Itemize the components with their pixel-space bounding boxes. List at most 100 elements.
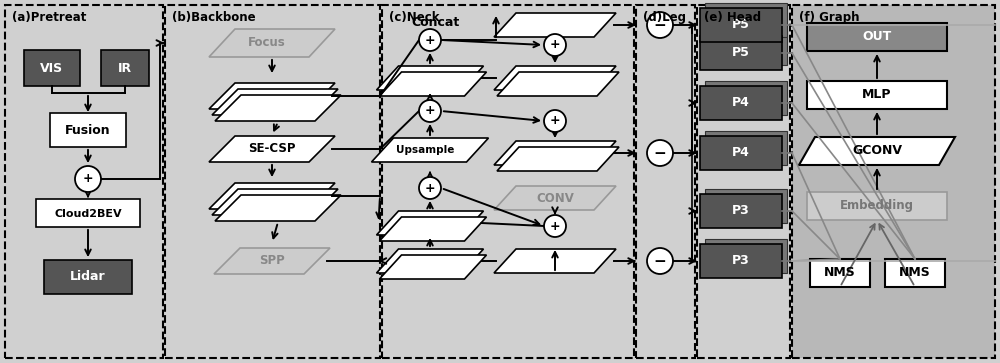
Text: IR: IR — [118, 61, 132, 74]
Bar — [36, 199, 140, 227]
Circle shape — [419, 100, 441, 122]
Text: MLP: MLP — [862, 89, 892, 102]
Bar — [807, 192, 947, 220]
Polygon shape — [209, 83, 335, 109]
Bar — [807, 23, 947, 51]
Polygon shape — [380, 255, 486, 279]
Bar — [44, 260, 132, 294]
Text: SE-CSP: SE-CSP — [248, 143, 296, 155]
Bar — [700, 244, 782, 278]
Text: +: + — [550, 114, 560, 127]
Bar — [101, 50, 149, 86]
Text: +: + — [550, 220, 560, 232]
Polygon shape — [799, 137, 955, 165]
Circle shape — [544, 34, 566, 56]
Text: −: − — [654, 253, 666, 269]
Text: SPP: SPP — [259, 254, 285, 268]
Text: −: − — [654, 146, 666, 160]
Text: +: + — [83, 172, 93, 185]
Text: +: + — [425, 33, 435, 46]
Polygon shape — [494, 66, 616, 90]
Circle shape — [75, 166, 101, 192]
Polygon shape — [494, 186, 616, 210]
Circle shape — [419, 177, 441, 199]
Bar — [697, 5, 790, 358]
Text: P5: P5 — [732, 46, 750, 60]
Text: (f) Graph: (f) Graph — [799, 11, 860, 24]
Polygon shape — [214, 248, 330, 274]
Text: +: + — [425, 105, 435, 118]
Text: (e) Head: (e) Head — [704, 11, 761, 24]
Polygon shape — [215, 95, 341, 121]
Polygon shape — [494, 249, 616, 273]
Bar — [810, 259, 870, 287]
Bar — [700, 86, 782, 120]
Polygon shape — [494, 13, 616, 37]
Text: P3: P3 — [732, 254, 750, 268]
Text: P3: P3 — [732, 204, 750, 217]
Bar — [705, 189, 787, 223]
Bar — [705, 131, 787, 165]
Bar — [382, 5, 634, 358]
Text: Lidar: Lidar — [70, 270, 106, 284]
Text: Fusion: Fusion — [65, 123, 111, 136]
Bar — [705, 81, 787, 115]
Polygon shape — [376, 66, 484, 90]
Text: Upsample: Upsample — [396, 145, 454, 155]
Text: GCONV: GCONV — [852, 144, 902, 158]
Text: Embedding: Embedding — [840, 200, 914, 212]
Text: CONV: CONV — [536, 192, 574, 204]
Circle shape — [647, 140, 673, 166]
Circle shape — [647, 12, 673, 38]
Polygon shape — [212, 189, 338, 215]
Bar — [700, 194, 782, 228]
Text: VIS: VIS — [40, 61, 64, 74]
Text: P4: P4 — [732, 97, 750, 110]
Polygon shape — [376, 249, 484, 273]
Bar — [165, 5, 380, 358]
Bar — [807, 81, 947, 109]
Circle shape — [544, 110, 566, 132]
Text: (a)Pretreat: (a)Pretreat — [12, 11, 86, 24]
Polygon shape — [212, 89, 338, 115]
Bar — [700, 136, 782, 170]
Circle shape — [419, 29, 441, 51]
Text: (c)Neck: (c)Neck — [389, 11, 440, 24]
Bar — [705, 3, 787, 37]
Polygon shape — [209, 136, 335, 162]
Text: Focus: Focus — [248, 37, 286, 49]
Polygon shape — [497, 147, 619, 171]
Text: (d)Leg: (d)Leg — [643, 11, 686, 24]
Polygon shape — [215, 195, 341, 221]
Bar — [5, 5, 163, 358]
Text: +: + — [425, 182, 435, 195]
Bar — [705, 239, 787, 273]
Text: OUT: OUT — [862, 30, 892, 44]
Bar — [700, 8, 782, 42]
Polygon shape — [380, 72, 486, 96]
Polygon shape — [494, 141, 616, 165]
Text: NMS: NMS — [824, 266, 856, 280]
Text: P5: P5 — [732, 19, 750, 32]
Circle shape — [544, 215, 566, 237]
Bar — [700, 36, 782, 70]
Bar — [885, 259, 945, 287]
Polygon shape — [497, 72, 619, 96]
Text: NMS: NMS — [899, 266, 931, 280]
Bar — [792, 5, 995, 358]
Polygon shape — [380, 217, 486, 241]
Bar — [50, 113, 126, 147]
Bar — [705, 31, 787, 65]
Text: (b)Backbone: (b)Backbone — [172, 11, 256, 24]
Text: −: − — [654, 17, 666, 33]
Polygon shape — [209, 183, 335, 209]
Text: Cloud2BEV: Cloud2BEV — [54, 209, 122, 219]
Polygon shape — [209, 29, 335, 57]
Text: P4: P4 — [732, 147, 750, 159]
Text: +: + — [550, 38, 560, 52]
Circle shape — [647, 248, 673, 274]
Bar — [24, 50, 80, 86]
Polygon shape — [372, 138, 488, 162]
Bar — [636, 5, 695, 358]
Polygon shape — [376, 211, 484, 235]
